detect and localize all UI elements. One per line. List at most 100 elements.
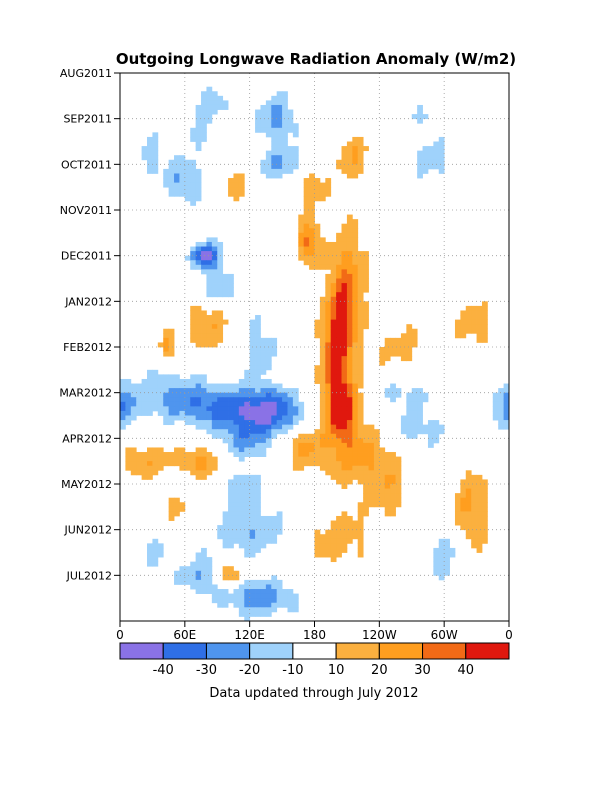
heatmap-cell-1950 [228, 525, 234, 531]
heatmap-cell-1376 [330, 424, 337, 430]
heatmap-cell-172 [357, 155, 364, 161]
heatmap-cell-2173 [238, 584, 245, 590]
heatmap-cell-2229 [292, 598, 299, 604]
x-tick-label-3: 180 [303, 628, 326, 642]
heatmap-cell-1814 [460, 493, 467, 499]
heatmap-cell-1724 [255, 474, 261, 480]
heatmap-cell-2013 [352, 534, 359, 540]
heatmap-cell-91 [152, 132, 159, 138]
heatmap-cell-1479 [346, 438, 353, 444]
heatmap-cell-249 [168, 173, 175, 179]
heatmap-cell-646 [336, 319, 342, 325]
heatmap-cell-264 [163, 178, 170, 183]
heatmap-cell-1853 [379, 502, 386, 508]
heatmap-cell-525 [222, 283, 229, 289]
heatmap-cell-2129 [174, 570, 180, 576]
heatmap-cell-69 [417, 118, 423, 124]
heatmap-cell-1716 [141, 474, 148, 480]
heatmap-cell-587 [357, 305, 364, 311]
heatmap-cell-555 [336, 292, 342, 298]
heatmap-cell-729 [400, 333, 407, 339]
heatmap-cell-47 [201, 114, 207, 120]
heatmap-cell-1374 [319, 424, 326, 430]
heatmap-cell-35 [201, 109, 207, 115]
heatmap-cell-1037 [174, 392, 180, 398]
heatmap-cell-607 [460, 310, 467, 316]
heatmap-cell-667 [319, 324, 326, 330]
heatmap-cell-1656 [373, 461, 380, 467]
heatmap-cell-9 [217, 95, 224, 101]
heatmap-cell-302 [303, 187, 310, 193]
heatmap-cell-1184 [168, 406, 175, 412]
heatmap-cell-89 [287, 127, 294, 133]
heatmap-cell-1567 [292, 452, 299, 457]
heatmap-cell-1946 [476, 520, 483, 526]
heatmap-cell-1763 [228, 484, 234, 489]
heatmap-cell-154 [422, 150, 429, 156]
heatmap-cell-51 [265, 114, 272, 120]
heatmap-cell-1642 [298, 461, 305, 467]
heatmap-cell-393 [352, 241, 359, 247]
heatmap-cell-1408 [282, 429, 288, 435]
heatmap-cell-1536 [336, 447, 342, 453]
heatmap-cell-1159 [292, 401, 299, 407]
heatmap-cell-45 [417, 109, 423, 115]
heatmap-cell-1096 [217, 397, 224, 403]
heatmap-cell-2247 [255, 607, 261, 613]
heatmap-cell-623 [341, 315, 348, 320]
heatmap-cell-841 [341, 356, 348, 362]
heatmap-cell-1331 [255, 420, 261, 426]
heatmap-cell-1419 [368, 429, 375, 435]
heatmap-cell-287 [238, 182, 245, 188]
heatmap-cell-2243 [292, 602, 299, 608]
heatmap-cell-968 [271, 383, 278, 389]
heatmap-cell-454 [211, 260, 218, 266]
heatmap-cell-872 [346, 365, 353, 371]
heatmap-cell-1828 [368, 497, 375, 503]
heatmap-cell-1026 [503, 388, 510, 394]
heatmap-cell-1385 [406, 424, 413, 430]
heatmap-cell-291 [319, 182, 326, 188]
heatmap-cell-419 [309, 251, 315, 257]
heatmap-cell-1658 [384, 461, 391, 467]
heatmap-cell-760 [400, 337, 407, 343]
heatmap-cell-909 [352, 374, 359, 380]
heatmap-cell-198 [422, 159, 429, 165]
heatmap-cell-2093 [330, 552, 337, 558]
heatmap-cell-1804 [249, 493, 256, 499]
heatmap-cell-88 [282, 127, 288, 133]
heatmap-cell-1843 [228, 502, 234, 508]
heatmap-cell-1040 [190, 392, 197, 398]
heatmap-cell-2133 [195, 570, 202, 576]
heatmap-cell-2032 [325, 538, 332, 544]
heatmap-cell-1124 [492, 397, 499, 403]
heatmap-cell-514 [325, 278, 332, 284]
heatmap-cell-124 [152, 146, 159, 152]
heatmap-cell-1199 [249, 406, 256, 412]
heatmap-cell-2151 [233, 575, 240, 581]
heatmap-cell-279 [168, 182, 175, 188]
heatmap-cell-1773 [379, 484, 386, 489]
heatmap-cell-373 [319, 237, 326, 243]
heatmap-cell-1806 [363, 493, 369, 499]
heatmap-cell-1666 [152, 465, 159, 471]
heatmap-cell-1927 [233, 520, 240, 526]
heatmap-cell-944 [141, 383, 148, 389]
heatmap-cell-325 [303, 196, 310, 202]
heatmap-cell-653 [460, 319, 467, 325]
heatmap-cell-327 [314, 196, 321, 202]
heatmap-cell-2179 [271, 584, 278, 590]
heatmap-cell-1633 [174, 461, 180, 467]
heatmap-cell-562 [330, 296, 337, 302]
heatmap-cell-1237 [201, 410, 207, 416]
heatmap-cell-1905 [228, 515, 234, 521]
heatmap-cell-1298 [298, 415, 305, 421]
heatmap-cell-488 [217, 269, 224, 275]
heatmap-cell-976 [352, 383, 359, 389]
heatmap-cell-2005 [271, 534, 278, 540]
heatmap-cell-1129 [130, 401, 137, 407]
heatmap-cell-1209 [319, 406, 326, 412]
heatmap-cell-421 [319, 251, 326, 257]
heatmap-cell-97 [276, 132, 283, 138]
heatmap-cell-558 [352, 292, 359, 298]
